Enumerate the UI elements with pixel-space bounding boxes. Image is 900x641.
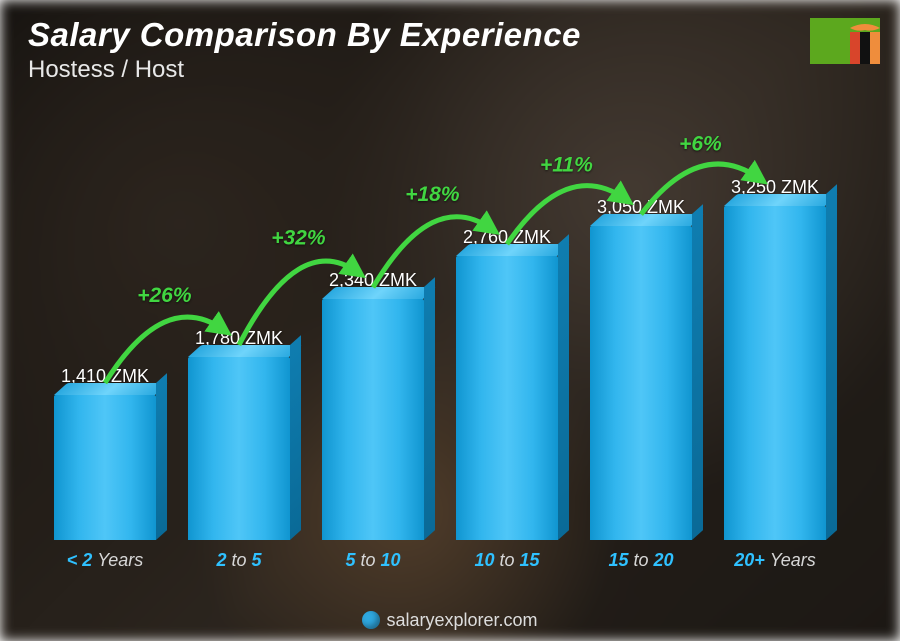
bar bbox=[54, 395, 155, 540]
flag-icon bbox=[810, 18, 880, 64]
bar-column: 3,050 ZMK15 to 20 bbox=[576, 197, 706, 571]
bar-category-label: 5 to 10 bbox=[345, 550, 400, 571]
footer: salaryexplorer.com bbox=[0, 610, 900, 631]
bar-column: 2,340 ZMK5 to 10 bbox=[308, 270, 438, 571]
bar-column: 1,780 ZMK2 to 5 bbox=[174, 328, 304, 571]
bar-column: 1,410 ZMK< 2 Years bbox=[40, 366, 170, 571]
bar bbox=[188, 357, 289, 540]
bar bbox=[322, 299, 423, 540]
bar-category-label: < 2 Years bbox=[67, 550, 144, 571]
chart-subtitle: Hostess / Host bbox=[28, 56, 581, 84]
footer-text: salaryexplorer.com bbox=[386, 610, 537, 630]
bar-category-label: 20+ Years bbox=[734, 550, 816, 571]
bar-column: 2,760 ZMK10 to 15 bbox=[442, 227, 572, 571]
bar bbox=[456, 256, 557, 540]
bar bbox=[590, 226, 691, 540]
bar-chart: 1,410 ZMK< 2 Years1,780 ZMK2 to 52,340 Z… bbox=[40, 110, 840, 571]
bar-category-label: 10 to 15 bbox=[474, 550, 539, 571]
logo-icon bbox=[362, 611, 380, 629]
bar-column: 3,250 ZMK20+ Years bbox=[710, 177, 840, 571]
chart-title: Salary Comparison By Experience bbox=[28, 16, 581, 54]
bar-category-label: 2 to 5 bbox=[216, 550, 261, 571]
bar-category-label: 15 to 20 bbox=[608, 550, 673, 571]
title-block: Salary Comparison By Experience Hostess … bbox=[28, 16, 581, 84]
bar bbox=[724, 206, 825, 540]
